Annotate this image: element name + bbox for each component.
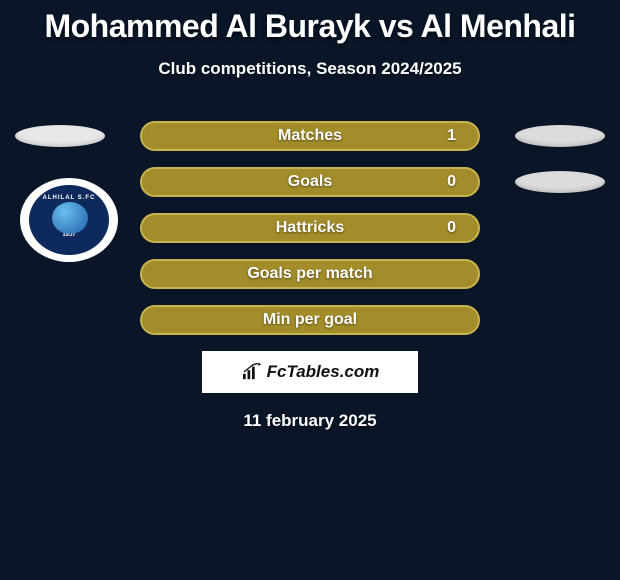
stat-label: Hattricks [276,219,344,237]
watermark: FcTables.com [202,351,418,393]
stat-row: Matches 1 [0,121,620,151]
page-subtitle: Club competitions, Season 2024/2025 [0,59,620,79]
watermark-text: FcTables.com [267,362,380,382]
stat-pill-matches: Matches 1 [140,121,480,151]
stat-row: Goals per match [0,259,620,289]
stat-label: Goals [288,173,332,191]
stat-value-right: 0 [447,173,456,191]
stat-pill-gpm: Goals per match [140,259,480,289]
left-flag [15,125,105,147]
badge-ball-icon [52,202,88,234]
right-flag [515,171,605,193]
stat-pill-hattricks: Hattricks 0 [140,213,480,243]
stat-pill-goals: Goals 0 [140,167,480,197]
stat-row: Min per goal [0,305,620,335]
chart-icon [241,363,263,381]
stat-label: Matches [278,127,342,145]
stat-value-right: 1 [447,127,456,145]
footer-date: 11 february 2025 [0,411,620,431]
badge-text-top: ALHILAL S.FC [29,195,109,201]
stat-value-right: 0 [447,219,456,237]
stat-label: Min per goal [263,311,357,329]
club-badge: ALHILAL S.FC 1957 [20,178,118,262]
right-flag [515,125,605,147]
stat-label: Goals per match [247,265,372,283]
page-title: Mohammed Al Burayk vs Al Menhali [0,0,620,45]
stat-pill-mpg: Min per goal [140,305,480,335]
